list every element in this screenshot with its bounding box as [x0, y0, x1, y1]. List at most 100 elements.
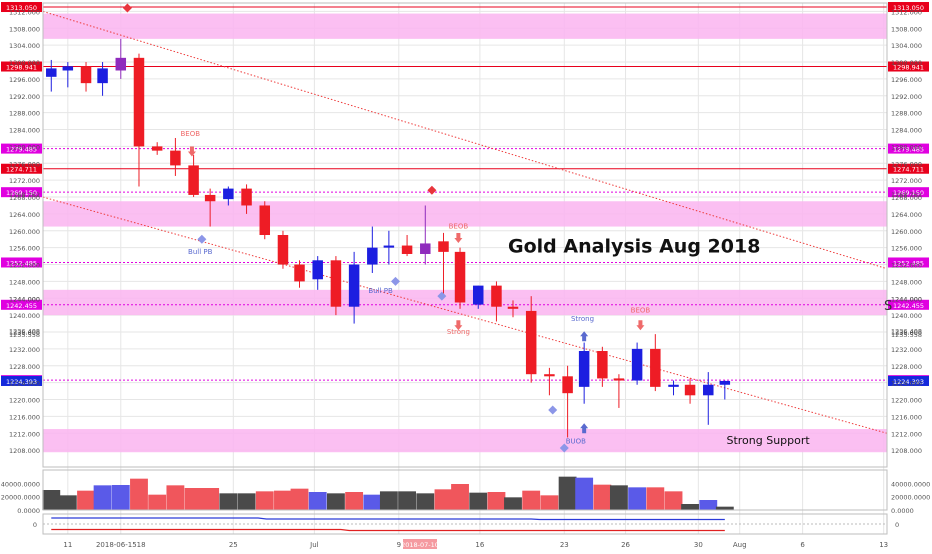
- y-tick-label: 1296.000: [891, 76, 922, 84]
- candle-body: [277, 235, 289, 265]
- annotation-label: Bull PB: [188, 248, 213, 256]
- candle-body: [454, 251, 466, 303]
- volume-bar: [575, 477, 594, 510]
- x-tick-label: 23: [560, 541, 569, 549]
- volume-bar: [522, 490, 541, 510]
- price-level-label: 1269.150: [893, 189, 924, 197]
- y-tick-label: 1272.000: [891, 177, 922, 185]
- candle-body: [294, 264, 305, 282]
- strong-support-label: Strong Support: [726, 434, 810, 447]
- x-tick-label: 9: [397, 541, 401, 549]
- price-level-badge: [888, 143, 929, 154]
- volume-bar: [274, 490, 292, 510]
- price-level-badge: [1, 2, 42, 13]
- price-level-label: 1298.941: [6, 64, 37, 72]
- candle-body: [491, 285, 502, 307]
- y-tick-label: 1268.762: [9, 191, 40, 199]
- candle-layer: [46, 38, 731, 438]
- volume-bar: [58, 495, 77, 510]
- price-level-label: 1298.941: [893, 64, 924, 72]
- y-tick-label: 1244.000: [9, 295, 40, 303]
- candle-body: [420, 243, 431, 254]
- price-level-badge: [888, 299, 929, 310]
- volume-bar: [201, 488, 220, 510]
- volume-bar: [219, 493, 238, 510]
- y-tick-label: 1240.000: [9, 312, 40, 320]
- arrow-marker: [580, 331, 589, 342]
- y-tick-label: 1304.000: [891, 42, 922, 50]
- x-tick-label: 11: [63, 541, 72, 549]
- volume-bar: [326, 493, 345, 510]
- price-level-badge: [1, 257, 42, 268]
- candle-body: [367, 247, 378, 265]
- price-level-label: 1313.050: [893, 4, 924, 12]
- annotation-label: BEOB: [449, 223, 469, 231]
- y-tick-label: 1268.000: [891, 194, 922, 202]
- candle-body: [650, 348, 661, 387]
- volume-bar: [237, 493, 256, 510]
- price-level-label: 1274.711: [893, 166, 924, 174]
- price-level-label: 1279.485: [6, 146, 37, 154]
- volume-bar: [148, 494, 167, 510]
- y-tick-label: 1236.408: [891, 327, 922, 335]
- candle-body: [80, 66, 92, 84]
- volume-tick-label: 0.0000: [891, 507, 914, 515]
- price-level-badge: [888, 187, 929, 198]
- candle-body: [597, 351, 608, 379]
- y-tick-label: 1292.000: [891, 93, 922, 101]
- y-tick-label: 1228.000: [891, 363, 922, 371]
- candle-body: [631, 348, 643, 381]
- price-level-badge: [1, 375, 42, 386]
- y-tick-label: 1260.000: [891, 228, 922, 236]
- price-zone: [43, 13, 887, 39]
- volume-bar: [93, 485, 112, 510]
- volume-bar: [699, 500, 718, 510]
- oscillator-tick-label: 0: [895, 521, 899, 529]
- diamond-marker: [559, 443, 569, 453]
- y-tick-label: 1308.000: [9, 25, 40, 33]
- y-tick-label: 1312.000: [891, 8, 922, 16]
- volume-bar: [664, 491, 683, 510]
- volume-bar: [628, 487, 647, 510]
- price-level-badge: [888, 375, 929, 386]
- y-tick-label: 1240.000: [891, 312, 922, 320]
- volume-bar: [42, 490, 61, 510]
- diamond-marker: [437, 291, 447, 301]
- y-tick-label: 1208.000: [9, 447, 40, 455]
- y-tick-label: 1244.000: [9, 295, 40, 303]
- diamond-marker: [548, 405, 558, 415]
- price-level-badge: [1, 187, 42, 198]
- candle-body: [188, 165, 199, 195]
- x-date-badge: [403, 539, 438, 549]
- y-tick-label: 1220.000: [9, 397, 40, 405]
- volume-bar: [77, 490, 95, 510]
- oscillator-layer: [43, 517, 887, 532]
- volume-bar: [469, 492, 488, 510]
- candle-body: [525, 310, 537, 375]
- volume-tick-label: 40000.0000: [891, 480, 930, 488]
- price-level-label: 1242.455: [893, 302, 924, 310]
- x-tick-label: 26: [621, 541, 630, 549]
- price-level-label: 1252.485: [893, 259, 924, 267]
- annotation-label: Bull PB: [368, 287, 393, 295]
- y-tick-label: 1312.000: [9, 8, 40, 16]
- x-tick-label: 25: [229, 541, 238, 549]
- price-zone: [43, 201, 887, 227]
- y-tick-label: 1224.000: [891, 380, 922, 388]
- y-tick-label: 1268.762: [891, 191, 922, 199]
- y-tick-label: 1232.000: [9, 346, 40, 354]
- x-tick-label: 2018-06-1518: [96, 541, 146, 549]
- y-tick-label: 1248.000: [9, 278, 40, 286]
- chart-title: Gold Analysis Aug 2018: [508, 235, 760, 257]
- price-level-badge: [1, 163, 42, 174]
- x-tick-label: 13: [879, 541, 888, 549]
- y-tick-label: 1236.000: [891, 329, 922, 337]
- y-tick-label: 1280.000: [891, 143, 922, 151]
- price-level-badge: [888, 257, 929, 268]
- volume-bar: [290, 488, 309, 510]
- candle-body: [438, 241, 449, 252]
- volume-tick-label: 0.0000: [17, 507, 40, 515]
- candle-body: [507, 306, 519, 309]
